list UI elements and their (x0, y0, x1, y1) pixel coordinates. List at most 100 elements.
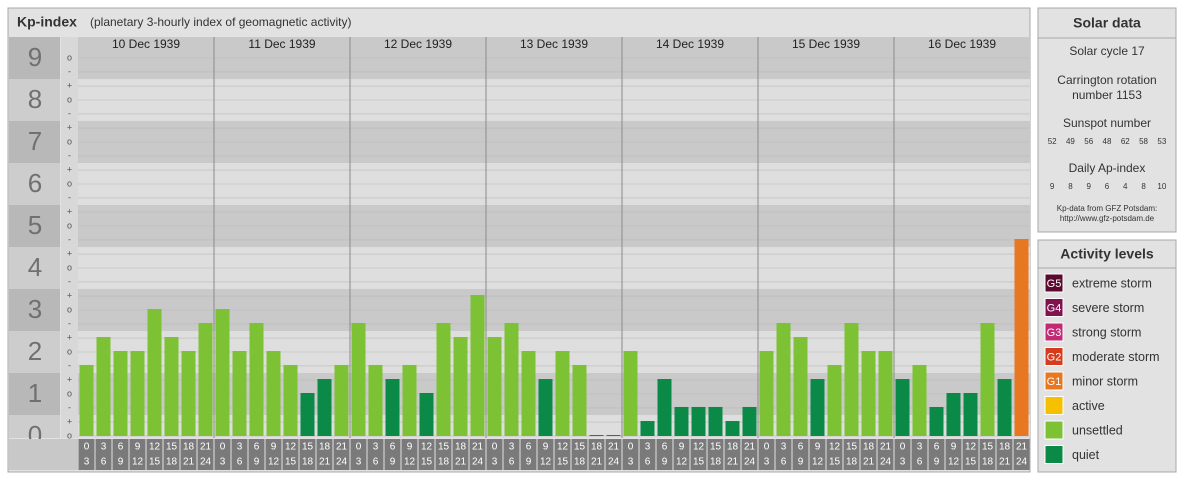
bar (776, 322, 791, 436)
hour-label: 6 (373, 457, 379, 468)
legend-code: G1 (1047, 376, 1062, 388)
hour-label: 9 (679, 442, 685, 453)
y-tick-label: 6 (28, 168, 42, 198)
y-subtick-label: - (68, 66, 71, 76)
hour-label: 15 (574, 442, 586, 453)
bar (708, 406, 723, 436)
bar (555, 351, 570, 436)
source: Kp-data from GFZ Potsdam: (1057, 204, 1157, 213)
hour-box (996, 439, 1013, 470)
legend-swatch (1044, 396, 1064, 415)
legend-name: strong storm (1072, 325, 1141, 339)
bar (725, 421, 740, 436)
hour-label: 6 (645, 457, 651, 468)
ap-value: 8 (1068, 182, 1073, 191)
bar (181, 351, 196, 436)
y-subtick-label: o (67, 346, 72, 356)
bar (895, 379, 910, 436)
bar (96, 337, 111, 436)
hour-box (469, 439, 486, 470)
bar (657, 379, 672, 436)
y-tick-label: 3 (28, 294, 42, 324)
carrington: number 1153 (1072, 88, 1142, 102)
hour-label: 24 (1016, 457, 1028, 468)
sunspot-value: 49 (1066, 137, 1075, 146)
hour-box (537, 439, 554, 470)
hour-label: 3 (900, 457, 906, 468)
sunspot-title: Sunspot number (1063, 116, 1151, 130)
legend-name: extreme storm (1072, 276, 1152, 290)
hour-box (248, 439, 265, 470)
hour-box (146, 439, 163, 470)
hour-label: 12 (404, 457, 416, 468)
hour-label: 3 (781, 442, 787, 453)
bar (317, 379, 332, 436)
day-label: 11 Dec 1939 (248, 37, 315, 51)
hour-label: 15 (557, 457, 569, 468)
bar (861, 351, 876, 436)
hour-label: 24 (472, 457, 484, 468)
band-label-bg (9, 331, 60, 373)
hour-label: 9 (934, 457, 940, 468)
bar (164, 337, 179, 436)
hour-label: 3 (373, 442, 379, 453)
hour-box (656, 439, 673, 470)
day-label: 12 Dec 1939 (384, 37, 452, 51)
hour-label: 3 (917, 442, 923, 453)
hour-label: 12 (965, 442, 977, 453)
sunspot-value: 58 (1139, 137, 1148, 146)
y-tick-label: 1 (28, 378, 42, 408)
legend-swatch (1044, 298, 1064, 317)
day-label: 10 Dec 1939 (112, 37, 180, 51)
sunspot-value: 56 (1084, 137, 1093, 146)
hour-box (112, 439, 129, 470)
hour-box (231, 439, 248, 470)
bar (793, 337, 808, 436)
hour-box (690, 439, 707, 470)
hour-box (945, 439, 962, 470)
hour-box (962, 439, 979, 470)
hour-box (826, 439, 843, 470)
bar (385, 379, 400, 436)
hour-label: 9 (951, 442, 957, 453)
ap-value: 9 (1050, 182, 1055, 191)
legend-swatch (1044, 371, 1064, 391)
ap-value: 4 (1123, 182, 1128, 191)
hour-label: 3 (509, 442, 515, 453)
hour-label: 9 (135, 442, 141, 453)
hour-box (299, 439, 316, 470)
hour-box (78, 439, 95, 470)
hour-label: 9 (254, 457, 260, 468)
bar (130, 351, 145, 436)
bar (1014, 238, 1029, 436)
hour-label: 21 (319, 457, 331, 468)
hour-label: 18 (455, 442, 467, 453)
y-tick-label: 5 (28, 210, 42, 240)
legend-name: minor storm (1072, 374, 1138, 388)
hour-label: 21 (999, 457, 1011, 468)
hour-box (418, 439, 435, 470)
band-label-bg (9, 205, 60, 247)
bar (623, 351, 638, 436)
y-subtick-label: + (67, 248, 72, 258)
hour-box (741, 439, 758, 470)
y-subtick-label: - (68, 276, 71, 286)
hour-label: 15 (965, 457, 977, 468)
hour-label: 18 (591, 442, 603, 453)
panel-title: Activity levels (1060, 246, 1154, 262)
hour-label: 21 (336, 442, 348, 453)
hour-box (571, 439, 588, 470)
hour-label: 6 (917, 457, 923, 468)
legend-name: moderate storm (1072, 350, 1160, 364)
y-tick-label: 9 (28, 42, 42, 72)
hour-label: 6 (254, 442, 260, 453)
sunspot-value: 52 (1048, 137, 1057, 146)
hour-label: 9 (407, 442, 413, 453)
hour-box (928, 439, 945, 470)
hour-label: 9 (390, 457, 396, 468)
bar (912, 364, 927, 436)
bar (572, 364, 587, 436)
bar (827, 364, 842, 436)
hour-label: 21 (591, 457, 603, 468)
hour-box (554, 439, 571, 470)
